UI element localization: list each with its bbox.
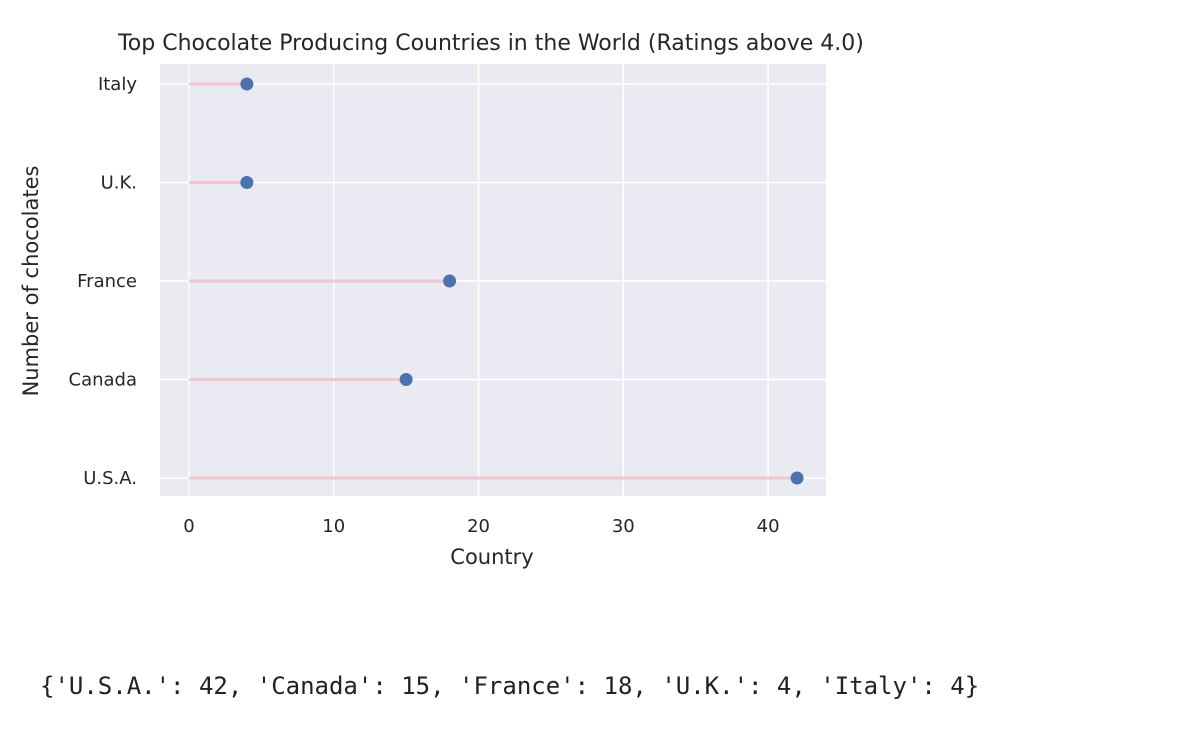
y-tick-labels: U.S.A. Canada France U.K. Italy [69, 74, 138, 489]
data-point [443, 274, 457, 288]
chart-title: Top Chocolate Producing Countries in the… [117, 31, 864, 56]
y-tick-label: Italy [98, 74, 137, 95]
data-point [790, 471, 804, 485]
x-tick-label: 10 [322, 516, 345, 537]
data-point [240, 77, 254, 91]
x-tick-label: 20 [467, 516, 490, 537]
data-point [399, 373, 413, 386]
output-dict-text: {'U.S.A.': 42, 'Canada': 15, 'France': 1… [40, 672, 980, 700]
data-point [240, 176, 254, 189]
y-tick-label: France [77, 271, 137, 292]
y-tick-label: U.S.A. [83, 468, 137, 489]
x-axis-label: Country [450, 545, 533, 569]
y-tick-label: U.K. [101, 173, 137, 194]
y-tick-label: Canada [69, 370, 138, 391]
x-tick-label: 0 [183, 516, 194, 537]
y-axis-label: Number of chocolates [19, 166, 43, 397]
x-tick-label: 30 [612, 516, 635, 537]
stems [188, 82, 798, 480]
x-tick-labels: 0 10 20 30 40 [183, 516, 779, 537]
x-tick-label: 40 [757, 516, 780, 537]
lollipop-chart: 0 10 20 30 40 U.S.A. Canada France U.K. Italy To… [19, 31, 864, 569]
markers [240, 77, 804, 485]
